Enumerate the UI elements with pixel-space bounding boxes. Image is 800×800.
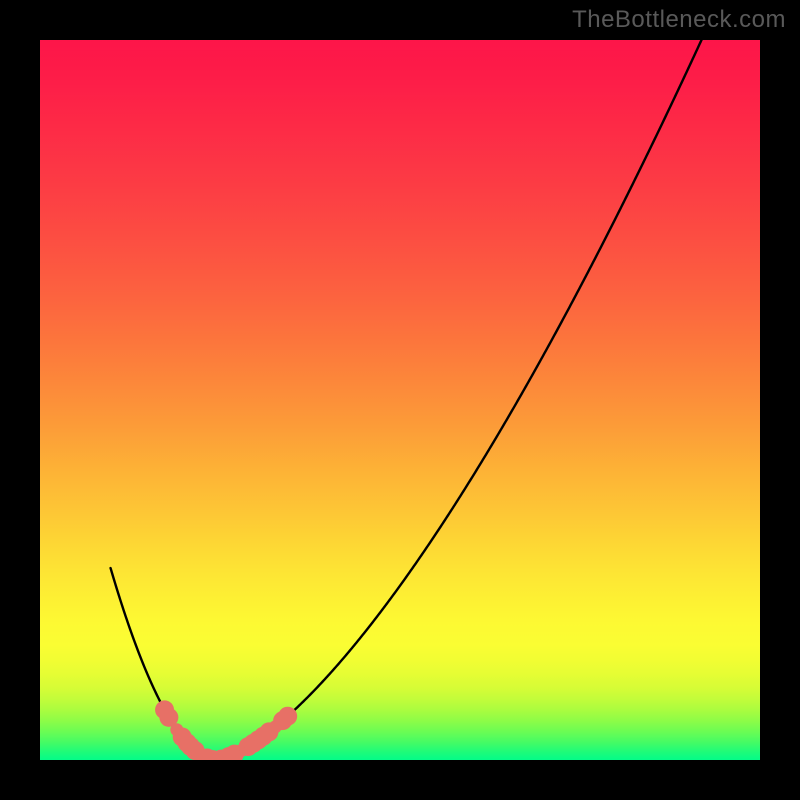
plot-background	[40, 40, 760, 760]
bottleneck-curve-chart	[0, 0, 800, 800]
chart-container: TheBottleneck.com	[0, 0, 800, 800]
watermark-label: TheBottleneck.com	[572, 6, 786, 34]
curve-marker	[278, 707, 297, 726]
